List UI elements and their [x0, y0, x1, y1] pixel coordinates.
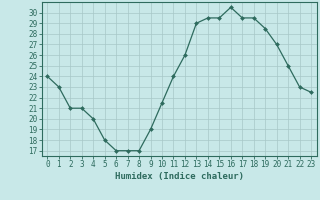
X-axis label: Humidex (Indice chaleur): Humidex (Indice chaleur)	[115, 172, 244, 181]
